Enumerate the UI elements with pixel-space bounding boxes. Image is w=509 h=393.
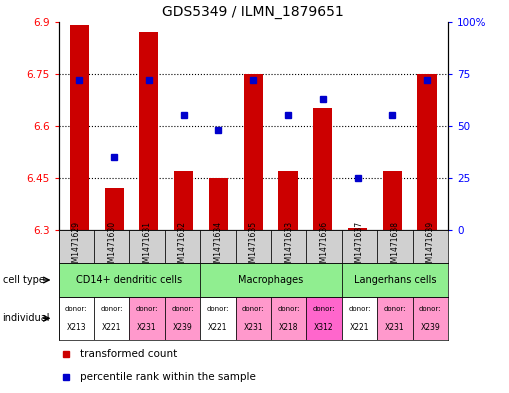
Title: GDS5349 / ILMN_1879651: GDS5349 / ILMN_1879651 bbox=[162, 5, 344, 19]
Bar bbox=[278, 171, 298, 230]
Text: transformed count: transformed count bbox=[80, 349, 177, 359]
Text: X231: X231 bbox=[385, 323, 405, 332]
Text: donor:: donor: bbox=[242, 306, 265, 312]
Bar bbox=[342, 297, 377, 340]
Bar bbox=[165, 297, 200, 340]
Text: donor:: donor: bbox=[207, 306, 229, 312]
Text: GSM1471632: GSM1471632 bbox=[178, 221, 187, 272]
Text: individual: individual bbox=[3, 313, 50, 323]
Bar bbox=[105, 188, 124, 230]
Bar bbox=[70, 25, 89, 230]
Text: Macrophages: Macrophages bbox=[238, 275, 303, 285]
Bar bbox=[236, 297, 271, 340]
Text: donor:: donor: bbox=[100, 306, 123, 312]
Text: X231: X231 bbox=[137, 323, 157, 332]
Bar bbox=[342, 263, 448, 297]
Text: GSM1471634: GSM1471634 bbox=[213, 221, 222, 272]
Text: X218: X218 bbox=[279, 323, 298, 332]
Text: percentile rank within the sample: percentile rank within the sample bbox=[80, 372, 256, 382]
Bar bbox=[59, 297, 94, 340]
Bar bbox=[174, 171, 193, 230]
Text: GSM1471629: GSM1471629 bbox=[72, 221, 81, 272]
Text: donor:: donor: bbox=[384, 306, 406, 312]
Bar bbox=[200, 297, 236, 340]
Bar bbox=[59, 230, 94, 263]
Bar bbox=[129, 230, 165, 263]
Text: GSM1471638: GSM1471638 bbox=[390, 221, 400, 272]
Bar bbox=[200, 230, 236, 263]
Bar bbox=[139, 32, 158, 230]
Text: donor:: donor: bbox=[313, 306, 335, 312]
Text: donor:: donor: bbox=[136, 306, 158, 312]
Text: X231: X231 bbox=[243, 323, 263, 332]
Text: GSM1471636: GSM1471636 bbox=[320, 221, 328, 272]
Text: GSM1471639: GSM1471639 bbox=[426, 221, 435, 272]
Bar bbox=[200, 263, 342, 297]
Text: GSM1471630: GSM1471630 bbox=[107, 221, 116, 272]
Bar bbox=[244, 73, 263, 230]
Text: GSM1471631: GSM1471631 bbox=[143, 221, 152, 272]
Text: donor:: donor: bbox=[171, 306, 194, 312]
Bar bbox=[59, 263, 200, 297]
Text: donor:: donor: bbox=[65, 306, 88, 312]
Bar bbox=[236, 230, 271, 263]
Bar bbox=[383, 171, 402, 230]
Bar bbox=[412, 297, 448, 340]
Text: X221: X221 bbox=[350, 323, 369, 332]
Bar bbox=[377, 230, 412, 263]
Text: GSM1471637: GSM1471637 bbox=[355, 221, 364, 272]
Text: X239: X239 bbox=[173, 323, 192, 332]
Text: donor:: donor: bbox=[277, 306, 300, 312]
Bar bbox=[271, 230, 306, 263]
Bar bbox=[417, 73, 437, 230]
Text: X221: X221 bbox=[102, 323, 121, 332]
Bar bbox=[165, 230, 200, 263]
Text: cell type: cell type bbox=[3, 275, 44, 285]
Bar bbox=[342, 230, 377, 263]
Text: GSM1471633: GSM1471633 bbox=[284, 221, 293, 272]
Text: X312: X312 bbox=[314, 323, 334, 332]
Bar bbox=[377, 297, 412, 340]
Text: X221: X221 bbox=[208, 323, 228, 332]
Text: GSM1471635: GSM1471635 bbox=[249, 221, 258, 272]
Bar bbox=[209, 178, 228, 230]
Text: X213: X213 bbox=[66, 323, 86, 332]
Bar bbox=[412, 230, 448, 263]
Bar bbox=[271, 297, 306, 340]
Text: donor:: donor: bbox=[348, 306, 371, 312]
Bar bbox=[313, 108, 332, 230]
Bar bbox=[306, 230, 342, 263]
Text: Langerhans cells: Langerhans cells bbox=[354, 275, 436, 285]
Text: CD14+ dendritic cells: CD14+ dendritic cells bbox=[76, 275, 182, 285]
Bar bbox=[348, 228, 367, 230]
Bar bbox=[94, 230, 129, 263]
Text: X239: X239 bbox=[420, 323, 440, 332]
Bar bbox=[94, 297, 129, 340]
Bar bbox=[129, 297, 165, 340]
Text: donor:: donor: bbox=[419, 306, 441, 312]
Bar bbox=[306, 297, 342, 340]
